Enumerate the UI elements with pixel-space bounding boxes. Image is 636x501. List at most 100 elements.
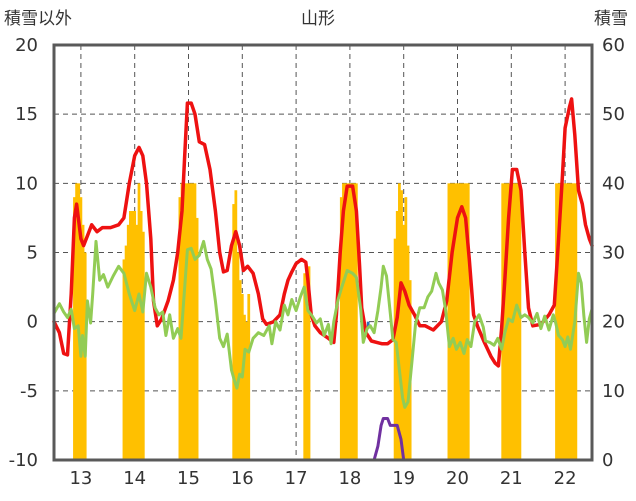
bar [135,224,139,460]
bar [77,183,81,461]
lines-layer [52,97,594,462]
bar [344,183,347,461]
bar [191,183,195,461]
bar [238,280,242,460]
bar [342,183,345,461]
bar [245,321,248,460]
bar [348,183,352,461]
left-tick-label: 5 [27,243,38,264]
series-line [52,97,594,368]
x-tick-label: 19 [392,468,415,489]
bar [565,183,569,461]
left-tick-label: -5 [20,381,38,402]
left-tick-label: 20 [15,35,38,56]
bar [406,245,410,460]
bar [234,190,238,460]
bar [516,183,520,461]
bar [182,183,186,461]
bar [456,183,459,461]
right-tick-label: 20 [602,312,625,333]
bar [561,183,565,461]
bar [303,273,307,460]
x-tick-label: 13 [69,468,92,489]
bar [400,190,403,460]
right-tick-label: 50 [602,104,625,125]
x-tick-label: 14 [123,468,146,489]
bar [137,183,141,461]
bar [451,183,455,461]
bar [133,211,137,460]
x-tick-label: 21 [500,468,523,489]
bar [193,183,197,461]
series-line [52,239,594,409]
bar [402,224,406,460]
bar [195,217,199,460]
bar [462,183,466,461]
bar [126,224,130,460]
series-line [52,417,594,462]
plot-frame [52,43,594,462]
bar [398,183,401,461]
bar [232,204,236,460]
x-tick-label: 17 [285,468,308,489]
bar [124,245,128,460]
left-axis-title: 積雪以外 [4,9,72,29]
bar [236,252,240,460]
bar [129,211,132,460]
x-tick-label: 18 [338,468,361,489]
x-tick-label: 15 [177,468,200,489]
bar [307,266,311,460]
bar [305,266,309,460]
bar [178,197,182,460]
bar [352,183,356,461]
bar [366,321,370,329]
right-tick-label: 10 [602,381,625,402]
bar [466,183,470,461]
bar [449,183,453,461]
bar [464,183,468,461]
bar [447,183,451,461]
bar [122,259,126,460]
bar [570,183,573,461]
bar [458,183,462,461]
bar [393,238,397,460]
bar [75,183,78,461]
bar [568,183,571,461]
right-axis-title: 積雪 [594,9,628,29]
bar [79,197,83,460]
right-tick-label: 0 [602,450,613,471]
right-tick-label: 60 [602,35,625,56]
bar [350,183,354,461]
bar [404,197,408,460]
left-tick-label: 0 [27,312,38,333]
bar [187,183,190,461]
right-tick-label: 40 [602,173,625,194]
bar [559,183,563,461]
bar [184,183,188,461]
bar [346,183,350,461]
bar [460,183,464,461]
right-tick-label: 30 [602,243,625,264]
bar [514,183,517,461]
bar [557,183,561,461]
left-tick-label: 10 [15,173,38,194]
bar [518,183,522,461]
bar [354,183,358,461]
left-tick-label: 15 [15,104,38,125]
bar [189,183,193,461]
left-tick-label: -10 [9,450,38,471]
chart-title: 山形 [301,9,335,29]
bar [453,183,457,461]
bar [339,197,343,460]
bar [247,294,251,460]
x-tick-label: 20 [446,468,469,489]
bar [139,211,143,460]
bar [503,183,507,461]
bar [563,183,567,461]
bar [243,314,246,460]
bar [395,211,399,460]
x-tick-label: 16 [231,468,254,489]
bar [141,231,145,460]
